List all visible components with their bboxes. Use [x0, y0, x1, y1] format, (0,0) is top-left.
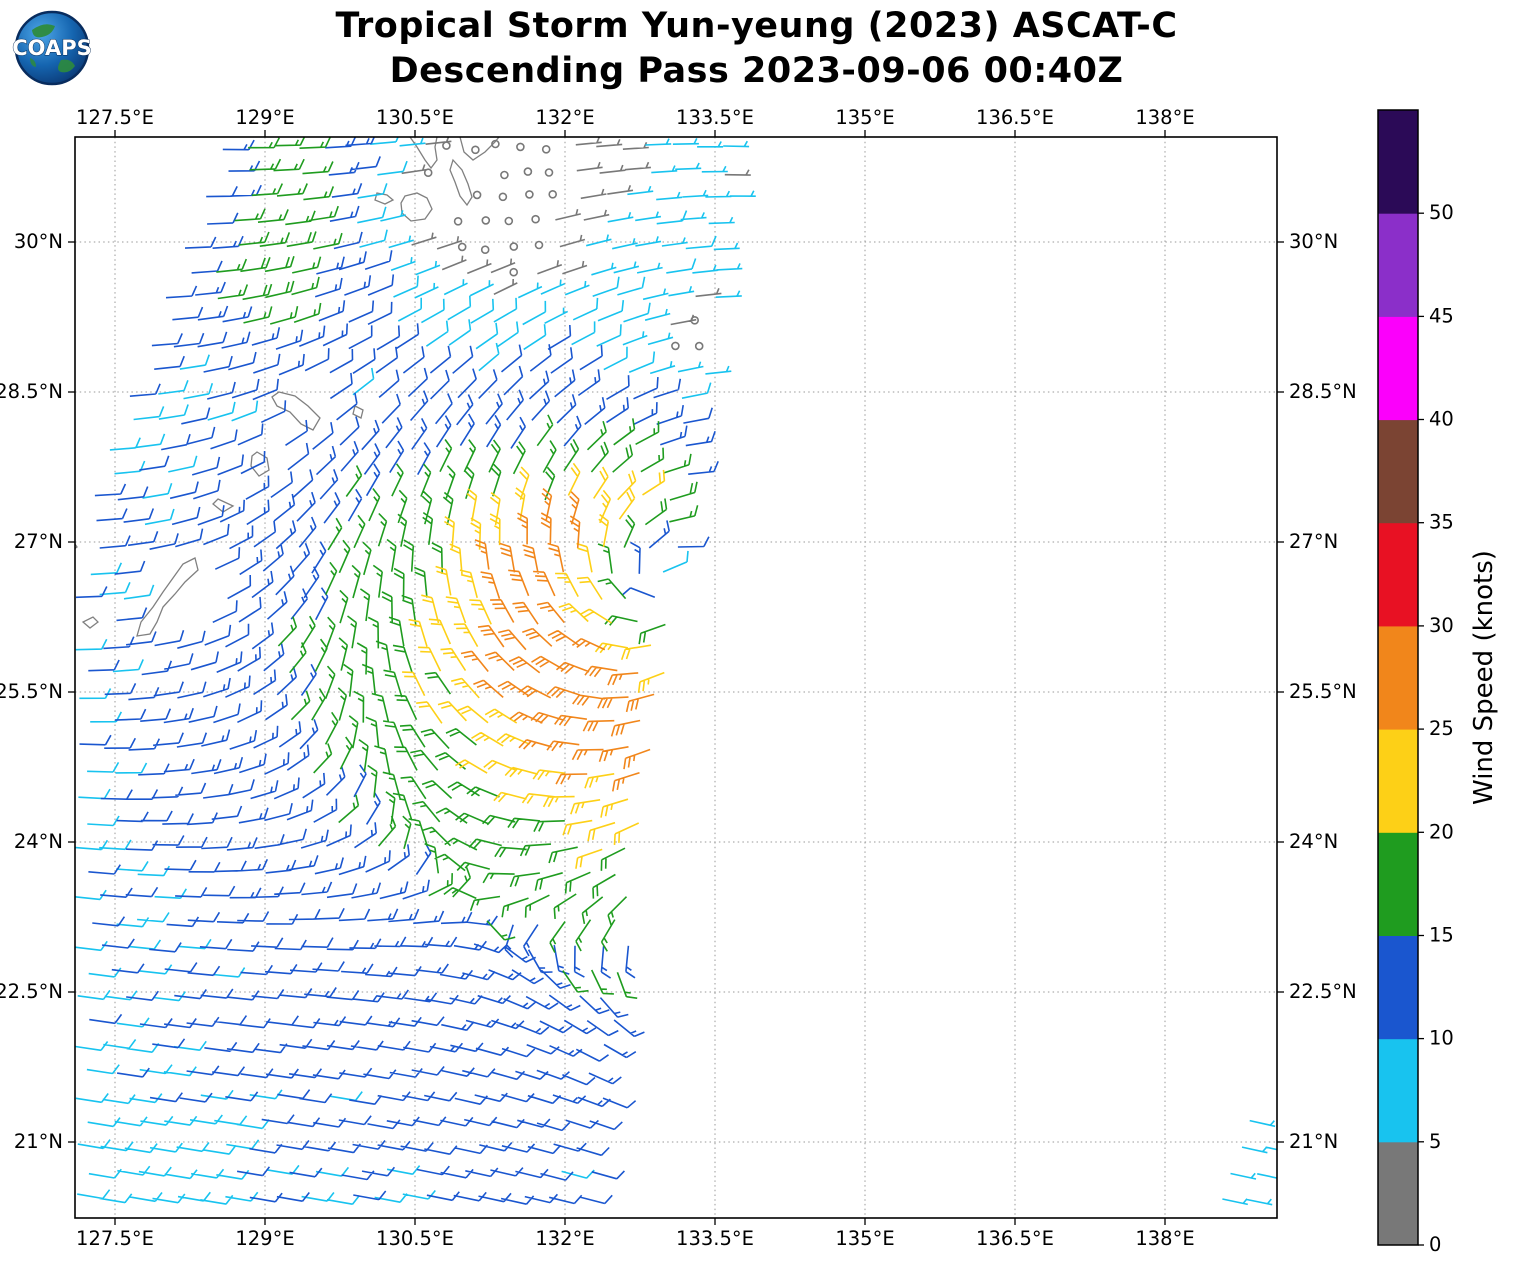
y-tick-label-left: 28.5°N: [0, 380, 63, 403]
x-tick-label-bottom: 133.5°E: [676, 1227, 754, 1250]
logo-land-shape: [30, 58, 36, 67]
wind-barbs-0-5kt: [401, 137, 751, 351]
colorbar-tick-label: 50: [1429, 201, 1454, 224]
x-tick-label-top: 130.5°E: [376, 106, 454, 129]
y-tick-label-right: 25.5°N: [1289, 680, 1357, 703]
coastline-layer: [75, 137, 500, 637]
y-tick-label-right: 21°N: [1289, 1130, 1338, 1153]
x-tick-label-bottom: 130.5°E: [376, 1227, 454, 1250]
colorbar-segment-35-40kt: [1378, 419, 1418, 524]
chart-title: Tropical Storm Yun-yeung (2023) ASCAT-C …: [0, 4, 1513, 94]
colorbar-segment-5-10kt: [1378, 1038, 1418, 1143]
x-tick-label-bottom: 135°E: [835, 1227, 894, 1250]
wind-barbs-5-10kt: [75, 137, 1277, 1206]
grid-layer: [75, 137, 1277, 1218]
x-tick-label-bottom: 138°E: [1135, 1227, 1194, 1250]
coastline-kerama-islands: [81, 616, 99, 629]
colorbar-segment-20-25kt: [1378, 729, 1418, 833]
y-tick-label-right: 27°N: [1289, 530, 1338, 553]
y-tick-label-left: 24°N: [14, 830, 63, 853]
x-tick-label-bottom: 129°E: [235, 1227, 294, 1250]
x-tick-label-top: 129°E: [235, 106, 294, 129]
colorbar-tick-label: 35: [1429, 511, 1454, 534]
y-tick-label-left: 27°N: [14, 530, 63, 553]
coastline-tokunoshima-island: [250, 451, 270, 477]
axes-layer: 127.5°E 127.5°E 129°E 129°E 130.5°E 130.5°E 13…: [0, 106, 1357, 1250]
y-tick-label-right: 30°N: [1289, 230, 1338, 253]
colorbar-tick-label: 0: [1429, 1233, 1441, 1256]
colorbar-tick-label: 25: [1429, 717, 1454, 740]
y-tick-label-right: 22.5°N: [1289, 980, 1357, 1003]
wind-barbs-10-15kt: [75, 137, 719, 1205]
y-tick-label-left: 30°N: [14, 230, 63, 253]
colorbar-tick-label: 10: [1429, 1027, 1454, 1050]
x-tick-label-top: 127.5°E: [76, 106, 154, 129]
x-tick-label-bottom: 132°E: [535, 1227, 594, 1250]
y-tick-label-right: 28.5°N: [1289, 380, 1357, 403]
colorbar-segment-10-15kt: [1378, 935, 1418, 1040]
colorbar-segment-15-20kt: [1378, 832, 1418, 936]
tick-marks: [68, 130, 1284, 1225]
colorbar-tick-label: 20: [1429, 820, 1454, 843]
x-tick-label-top: 138°E: [1135, 106, 1194, 129]
wind-barbs-25-30kt: [460, 487, 655, 792]
plot-border: [74, 136, 1278, 1219]
y-tick-label-left: 25.5°N: [0, 680, 63, 703]
colorbar-segment-40-45kt: [1378, 316, 1418, 421]
axis-labels: 127.5°E 127.5°E 129°E 129°E 130.5°E 130.5°E 13…: [0, 106, 1357, 1250]
coastline-tanegashima-island: [449, 158, 473, 207]
logo-text: COAPS: [12, 36, 91, 60]
x-tick-label-top: 136.5°E: [976, 106, 1054, 129]
colorbar-segment-25-30kt: [1378, 625, 1418, 730]
colorbar-segment-45-50kt: [1378, 213, 1418, 317]
coastline-kuchinoerabujima-island: [374, 192, 395, 205]
chart-title-line1: Tropical Storm Yun-yeung (2023) ASCAT-C: [335, 6, 1178, 46]
colorbar-tick-label: 15: [1429, 924, 1454, 947]
coastline-yakushima-island: [400, 192, 433, 222]
colorbar-segment-30-35kt: [1378, 522, 1418, 627]
coastline-kikaijima-island: [352, 405, 364, 419]
y-tick-label-left: 21°N: [14, 1130, 63, 1153]
coaps-logo: COAPS: [12, 8, 92, 92]
wind-barbs-20-25kt: [402, 462, 666, 869]
x-tick-label-top: 132°E: [535, 106, 594, 129]
colorbar: 0 5 10 15 20 25 30 35 40 45 50 Wind Speed (knots): [1377, 109, 1499, 1256]
colorbar-tick-label: 5: [1429, 1130, 1441, 1153]
y-tick-label-left: 22.5°N: [0, 980, 63, 1003]
coastline-amami-oshima-island: [271, 391, 321, 431]
colorbar-tick-label: 30: [1429, 614, 1454, 637]
x-tick-label-bottom: 136.5°E: [976, 1227, 1054, 1250]
colorbar-segment-0-5kt: [1378, 1141, 1418, 1246]
colorbar-tick-label: 45: [1429, 304, 1454, 327]
x-tick-label-top: 133.5°E: [676, 106, 754, 129]
y-tick-label-right: 24°N: [1289, 830, 1338, 853]
colorbar-segment-50-55kt: [1378, 110, 1418, 214]
colorbar-label: Wind Speed (knots): [1469, 550, 1499, 805]
colorbar-border: [1377, 109, 1419, 1246]
x-tick-label-bottom: 127.5°E: [76, 1227, 154, 1250]
logo-land-shape: [32, 24, 55, 38]
wind-barbs-15-20kt: [216, 137, 699, 999]
logo-land-shape: [58, 59, 75, 73]
coastline-okinawa-island: [136, 557, 199, 637]
chart-title-line2: Descending Pass 2023-09-06 00:40Z: [389, 50, 1124, 91]
wind-barbs-layer: [75, 137, 1277, 1206]
x-tick-label-top: 135°E: [835, 106, 894, 129]
coastline-kyushu-satsuma-coast: [409, 137, 438, 170]
colorbar-tick-label: 40: [1429, 408, 1454, 431]
